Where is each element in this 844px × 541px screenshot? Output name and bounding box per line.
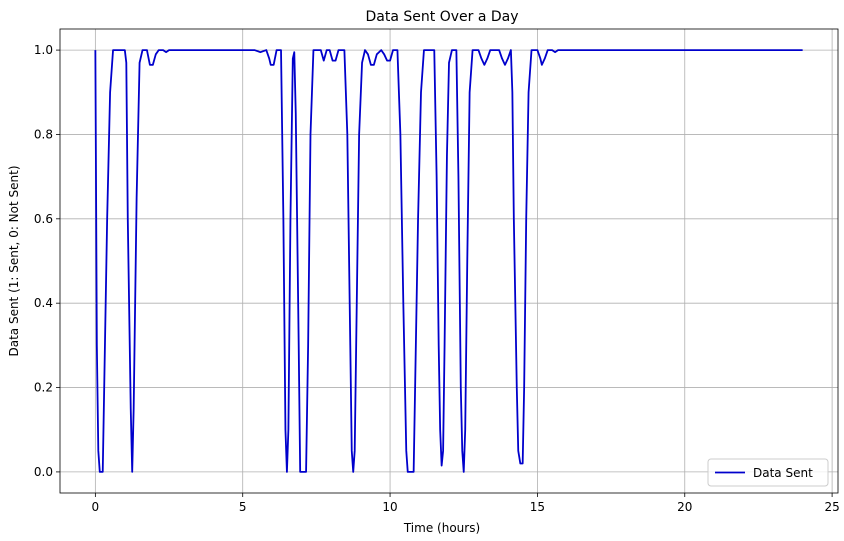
x-tick-label: 5 [239, 500, 247, 514]
legend: Data Sent [707, 458, 829, 487]
x-axis-label: Time (hours) [403, 521, 480, 535]
x-tick-label: 25 [824, 500, 839, 514]
x-tick-label: 15 [530, 500, 545, 514]
y-tick-label: 0.4 [34, 296, 53, 310]
y-axis-label: Data Sent (1: Sent, 0: Not Sent) [7, 165, 21, 356]
y-tick-label: 0.2 [34, 381, 53, 395]
axes [59, 28, 839, 494]
chart-title: Data Sent Over a Day [366, 9, 519, 25]
plot-frame [59, 28, 839, 494]
y-tick-label: 0.8 [34, 127, 53, 141]
legend-label: Data Sent [753, 466, 813, 480]
legend-box [707, 458, 829, 487]
series-line-data-sent [94, 49, 803, 473]
series-layer [94, 49, 803, 473]
x-tick-label: 10 [382, 500, 397, 514]
x-tick-label: 0 [92, 500, 100, 514]
y-tick-label: 0.0 [34, 465, 53, 479]
ticks: 0 5 10 15 20 25 0.0 0.2 0.4 0.6 0.8 1.0 [34, 43, 840, 514]
x-tick-label: 20 [677, 500, 692, 514]
y-tick-label: 0.6 [34, 212, 53, 226]
y-tick-label: 1.0 [34, 43, 53, 57]
